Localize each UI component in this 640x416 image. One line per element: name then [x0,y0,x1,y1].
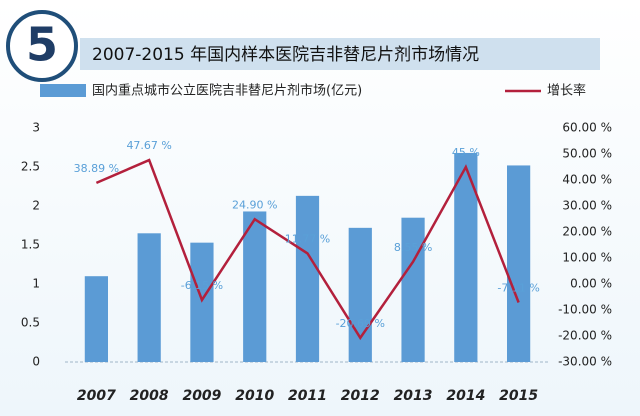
bar [507,165,531,362]
badge [6,10,78,82]
y-tick-label: 1 [32,277,40,291]
x-tick-label: 2013 [394,388,433,404]
y2-tick-label: -10.00 % [558,303,612,317]
title-bar [80,38,600,70]
value-label: 11.77 % [285,232,330,245]
x-tick-label: 2012 [341,388,380,404]
chart-title: 2007-2015 年国内样本医院吉非替尼片剂市场情况 [92,45,479,65]
legend-label: 增长率 [547,83,586,99]
value-label: -20.69 % [336,317,385,330]
bar [401,217,425,362]
value-label: 24.90 % [232,198,277,211]
x-tick-label: 2008 [130,388,169,404]
y-tick-label: 3 [32,121,40,135]
legend-label: 国内重点城市公立医院吉非替尼片剂市场(亿元) [92,83,362,99]
value-label: -6.15 % [181,279,223,292]
bar [190,242,214,362]
bar [454,152,478,362]
bar [84,276,108,362]
value-label: -7.11 % [497,281,539,294]
y-tick-label: 2.5 [21,160,40,174]
bar [243,211,267,362]
value-label: 8.55 % [394,241,432,254]
x-tick-label: 2010 [235,388,274,404]
legend-swatch [40,84,86,97]
x-tick-label: 2009 [182,388,221,404]
y2-tick-label: 10.00 % [562,251,612,265]
bar [348,227,372,362]
y2-tick-label: -30.00 % [558,355,612,369]
y2-tick-label: 40.00 % [562,173,612,187]
x-tick-label: 2015 [499,388,538,404]
line [95,158,520,341]
y-tick-label: 2 [32,199,40,213]
y-tick-label: 1.5 [21,238,40,252]
value-label: 45 % [452,146,480,159]
y2-tick-label: 0.00 % [570,277,612,291]
badge-number: 5 [26,18,58,72]
bar [295,195,320,362]
x-tick-label: 2011 [288,388,327,404]
y-tick-label: 0 [32,355,40,369]
y2-tick-label: 60.00 % [562,121,612,135]
x-tick-label: 2007 [77,388,116,404]
value-label: 38.89 % [74,162,119,175]
x-tick-label: 2014 [446,388,485,404]
y2-tick-label: 30.00 % [562,199,612,213]
y2-tick-label: -20.00 % [558,329,612,343]
y2-tick-label: 50.00 % [562,147,612,161]
y2-tick-label: 20.00 % [562,225,612,239]
y-tick-label: 0.5 [21,316,40,330]
value-label: 47.67 % [126,139,171,152]
bar [137,233,161,362]
